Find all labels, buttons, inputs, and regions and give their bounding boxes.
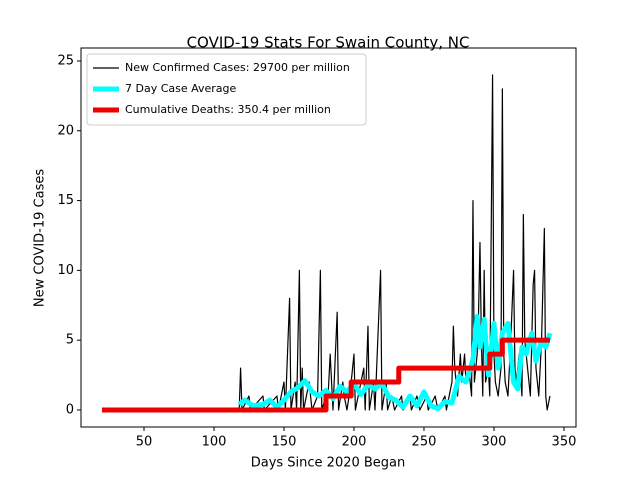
y-tick-label: 10 bbox=[57, 263, 74, 278]
series-line bbox=[101, 337, 550, 413]
y-tick-label: 5 bbox=[66, 333, 74, 348]
legend-label: 7 Day Case Average bbox=[125, 82, 237, 95]
x-tick-label: 300 bbox=[482, 435, 507, 450]
legend-box bbox=[86, 53, 367, 126]
y-tick-label: 20 bbox=[57, 123, 74, 138]
axes-frame bbox=[80, 47, 577, 428]
x-tick-label: 200 bbox=[342, 435, 367, 450]
x-tick-label: 50 bbox=[136, 435, 153, 450]
legend-label: New Confirmed Cases: 29700 per million bbox=[125, 61, 350, 74]
y-tick-label: 25 bbox=[57, 53, 74, 68]
x-tick-label: 150 bbox=[272, 435, 297, 450]
legend-label: Cumulative Deaths: 350.4 per million bbox=[125, 103, 331, 116]
x-tick-label: 350 bbox=[552, 435, 577, 450]
series-line bbox=[237, 313, 553, 412]
x-tick-label: 250 bbox=[412, 435, 437, 450]
x-axis-label: Days Since 2020 Began bbox=[251, 456, 406, 471]
y-axis-label: New COVID-19 Cases bbox=[33, 169, 48, 307]
y-tick-label: 15 bbox=[57, 193, 74, 208]
y-tick-label: 0 bbox=[66, 402, 74, 417]
x-tick-label: 100 bbox=[202, 435, 227, 450]
chart-title: COVID-19 Stats For Swain County, NC bbox=[187, 34, 470, 52]
